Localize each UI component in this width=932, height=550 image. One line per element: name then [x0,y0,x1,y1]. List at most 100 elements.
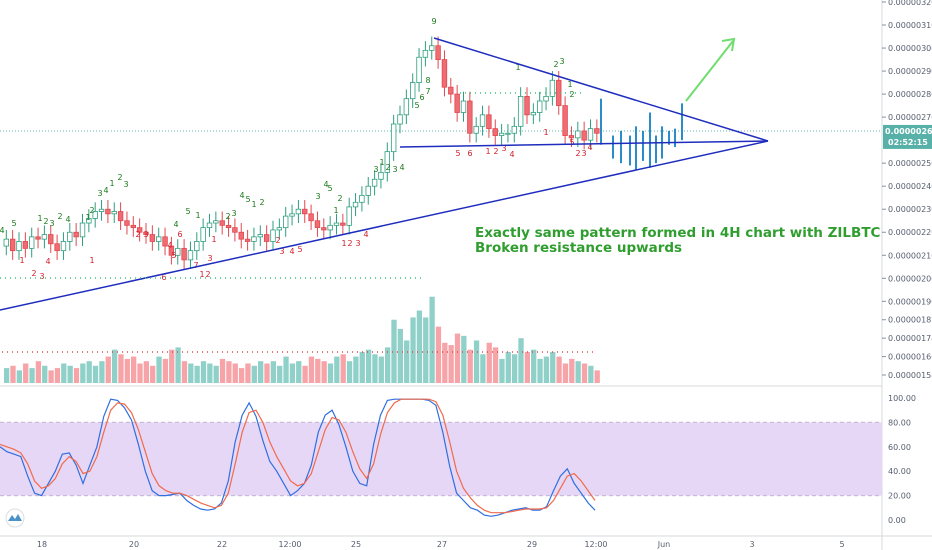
sequential-bottom-label: 3 [39,272,44,281]
volume-bar [531,349,537,383]
candle-body [35,236,41,240]
candle-body [162,236,168,247]
volume-bar [207,363,213,383]
candle-body [492,128,498,136]
sequential-bottom-label: 1 [89,256,94,265]
volume-bar [150,365,156,383]
sequential-bottom-label: 2 [135,230,140,239]
volume-bar [486,342,492,383]
tradingview-logo-icon[interactable] [5,508,25,528]
candle-body [22,241,29,249]
time-tick-label: 20 [129,540,139,549]
volume-bar [429,296,435,383]
volume-bar [194,365,200,383]
volume-bar [10,365,16,383]
candle-body [378,171,384,180]
base-line [399,140,769,148]
candle-body [117,211,124,222]
time-tick-label: Jun [657,540,671,549]
candle-body [105,208,111,215]
current-price-badge [883,124,932,149]
candle-body [289,213,295,217]
candle-body [194,241,200,252]
volume-bar [238,368,245,383]
price-tick-label: 0.00000300 [888,44,932,53]
candle-body [187,250,194,261]
sequential-top-label: 3 [559,57,564,66]
volume-bar [124,358,130,383]
sequential-bottom-label: 4 [587,143,592,152]
volume-bar [232,363,238,383]
volume-bar [340,354,346,383]
volume-bar [73,368,80,383]
sequential-top-label: 4 [173,220,178,229]
sequential-top-label: 2 [89,206,94,215]
volume-bar [353,356,359,383]
volume-bar [213,365,219,383]
price-tick-label: 0.00000190 [888,297,932,306]
sequential-bottom-label: 1 [211,235,216,244]
candle-body [168,245,175,256]
sequential-bottom-label: 2 [205,270,210,279]
candle-body [587,128,594,141]
sequential-top-label: 3 [97,189,102,198]
candle-body [346,206,352,226]
sequential-top-label: 1 [333,206,338,215]
volume-bar [365,349,372,383]
volume-bar [137,363,143,383]
volume-bar [315,358,321,383]
volume-bar [581,363,588,383]
sequential-top-label: 1 [379,158,384,167]
sequential-top-label: 3 [231,209,236,218]
volume-bar [461,335,467,383]
volume-bar [467,349,473,383]
candle-body [124,220,130,226]
volume-bar [397,328,403,383]
breakout-arrow [685,40,734,102]
candle-body [479,114,486,127]
volume-bar [327,363,334,383]
price-tick-label: 0.00000230 [888,205,932,214]
volume-bar [385,347,391,383]
candle-body [200,227,206,242]
candle-body [505,132,511,135]
sequential-top-label: 2 [553,60,558,69]
sequential-top-label: 1 [567,80,572,89]
sequential-bottom-label: 1 [485,147,490,156]
candle-body [454,93,460,113]
volume-bar [473,340,480,383]
sequential-top-label: 2 [337,194,342,203]
price-axis[interactable]: 0.00000320 0.00000310 0.00000300 0.00000290… [882,0,932,525]
price-tick-label: 0.00000158 [888,371,932,380]
annotation-line-2: Broken resistance upwards [475,240,682,256]
candle-body [575,130,581,139]
candle-body [263,234,270,242]
sequential-bottom-label: 2 [347,239,352,248]
price-tick-label: 0.00000270 [888,113,932,122]
time-axis[interactable]: 18 20 22 12:00 25 27 29 12:00 Jun 3 5 [37,540,845,549]
sequential-top-label: 5 [11,219,16,228]
candle-body [403,98,410,116]
candle-body [48,234,54,245]
sequential-top-label: 4 [0,226,5,235]
volume-bar [588,365,594,383]
candle-body [308,213,314,222]
breakout-arrow-head [721,37,736,52]
stoch-tick-label: 80.00 [888,418,911,427]
sequential-top-label: 3 [373,165,378,174]
candle-body [251,236,257,242]
candle-body [270,229,276,242]
sequential-bottom-label: 3 [355,239,360,248]
time-tick-label: 5 [839,540,844,549]
volume-bar [296,361,302,383]
sequential-bottom-label: 3 [501,144,506,153]
candle-body [232,227,238,233]
sequential-top-label: 2 [385,163,390,172]
candle-body [359,195,365,203]
candle-body [136,227,143,233]
candle-body [562,105,568,136]
sequential-top-label: 2 [569,90,574,99]
volume-bar [404,340,410,383]
volume-bar [505,351,511,383]
